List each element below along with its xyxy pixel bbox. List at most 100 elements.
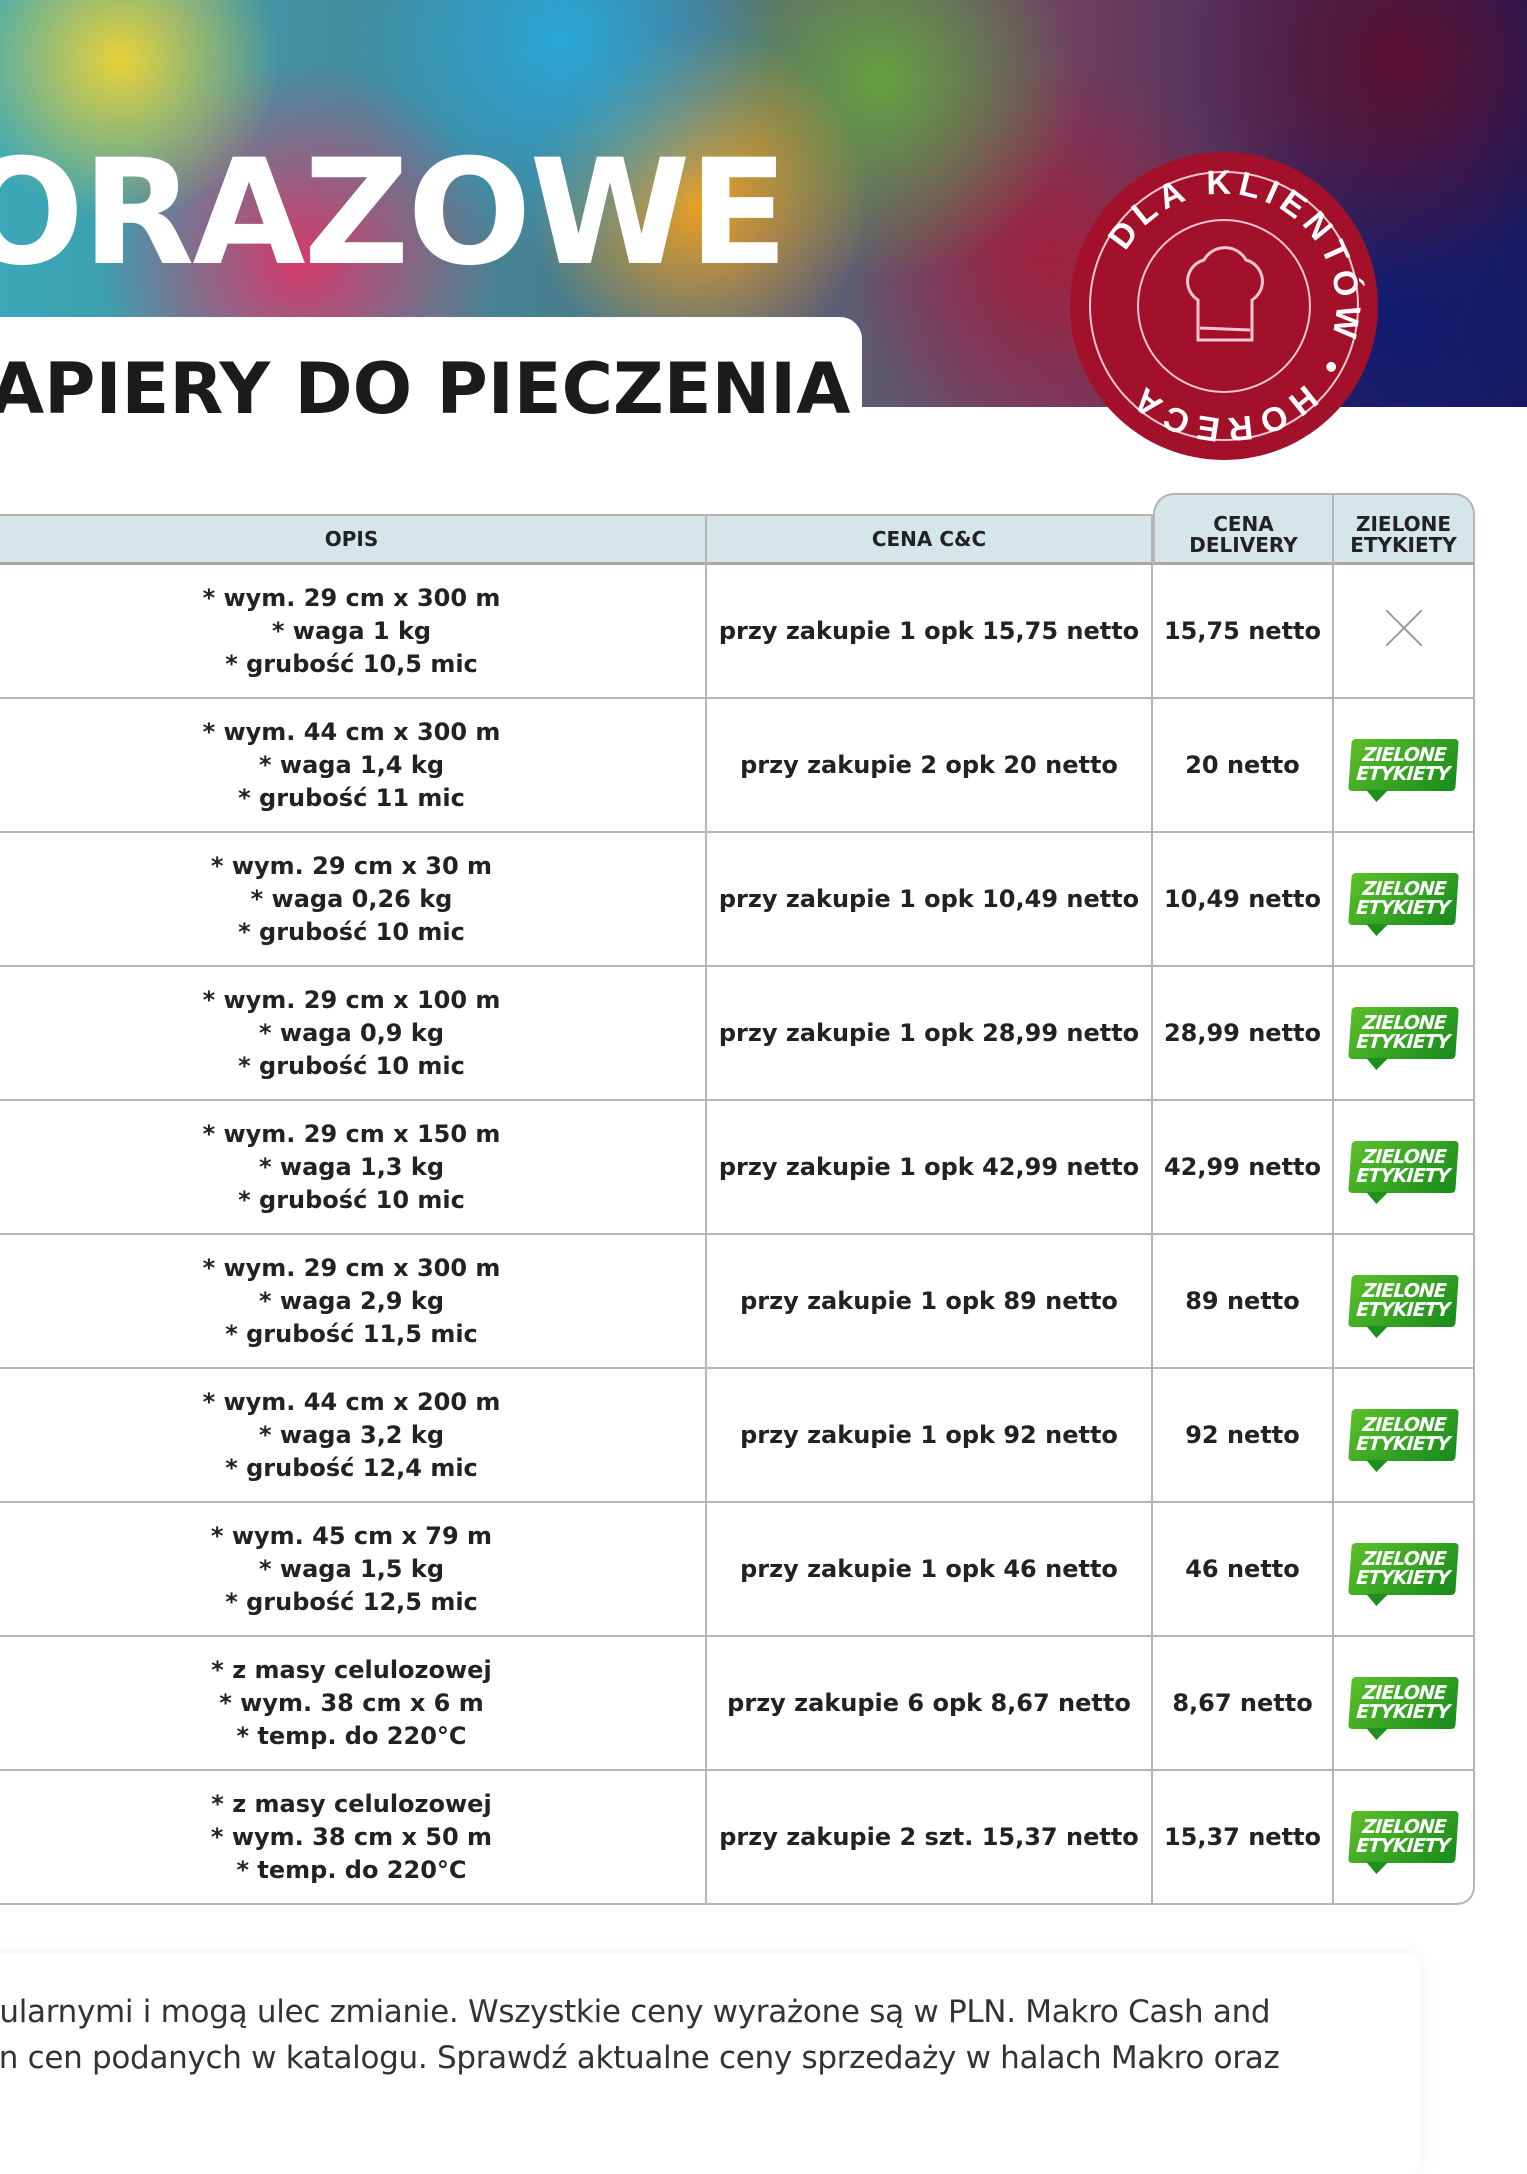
opis-line: * grubość 12,5 mic xyxy=(225,1587,478,1616)
horeca-badge-logo: DLA KLIENTÓW • HORECA xyxy=(1070,152,1378,460)
opis-line: * wym. 38 cm x 50 m xyxy=(210,1822,493,1851)
cena-cc-cell: przy zakupie 2 opk 20 netto xyxy=(707,699,1153,833)
column-header-opis: OPIS xyxy=(0,514,707,565)
footer-disclaimer: gularnymi i mogą ulec zmianie. Wszystkie… xyxy=(0,1954,1420,2174)
opis-line: * grubość 10 mic xyxy=(238,1051,465,1080)
opis-line: * wym. 29 cm x 300 m xyxy=(202,583,501,612)
opis-line: * temp. do 220°C xyxy=(236,1855,467,1884)
opis-line: * grubość 11,5 mic xyxy=(225,1319,478,1348)
cena-delivery-cell: 15,75 netto xyxy=(1153,565,1334,699)
cena-cc-cell: przy zakupie 6 opk 8,67 netto xyxy=(707,1637,1153,1771)
cena-delivery-cell: 20 netto xyxy=(1153,699,1334,833)
table-row: * wym. 29 cm x 150 m * waga 1,3 kg * grubo… xyxy=(0,1101,1475,1235)
column-header-cena-delivery: CENA DELIVERY xyxy=(1153,514,1334,565)
opis-line: * wym. 44 cm x 300 m xyxy=(202,717,501,746)
zielone-etykiety-label-icon: ZIELONE ETYKIETY xyxy=(1348,873,1459,925)
column-header-cena-cc: CENA C&C xyxy=(707,514,1153,565)
opis-line: * waga 1,5 kg xyxy=(258,1554,444,1583)
zielone-etykiety-label-icon: ZIELONE ETYKIETY xyxy=(1348,1007,1459,1059)
zielone-etykiety-cell: ZIELONE ETYKIETY xyxy=(1334,1235,1475,1369)
table-row: * wym. 29 cm x 300 m * waga 1 kg * grubość… xyxy=(0,565,1475,699)
opis-cell: * wym. 44 cm x 300 m * waga 1,4 kg * grubo… xyxy=(0,699,707,833)
page-title: ORAZOWE xyxy=(0,128,788,298)
cena-cc-cell: przy zakupie 1 opk 10,49 netto xyxy=(707,833,1153,967)
opis-line: * wym. 29 cm x 30 m xyxy=(210,851,493,880)
zielone-etykiety-cell: ZIELONE ETYKIETY xyxy=(1334,1369,1475,1503)
opis-line: * wym. 29 cm x 100 m xyxy=(202,985,501,1014)
opis-line: * wym. 45 cm x 79 m xyxy=(210,1521,493,1550)
table-row: * wym. 29 cm x 300 m * waga 2,9 kg * grubo… xyxy=(0,1235,1475,1369)
zielone-etykiety-label-icon: ZIELONE ETYKIETY xyxy=(1348,1409,1459,1461)
zielone-etykiety-cell: ZIELONE ETYKIETY xyxy=(1334,1771,1475,1905)
opis-line: * waga 1 kg xyxy=(271,616,432,645)
chef-hat-icon xyxy=(1186,246,1264,342)
opis-line: * waga 0,26 kg xyxy=(250,884,453,913)
table-row: * wym. 44 cm x 200 m * waga 3,2 kg * grubo… xyxy=(0,1369,1475,1503)
cena-delivery-cell: 8,67 netto xyxy=(1153,1637,1334,1771)
zielone-etykiety-label-icon: ZIELONE ETYKIETY xyxy=(1348,1275,1459,1327)
subtitle-tab xyxy=(0,317,862,457)
table-row: * z masy celulozowej * wym. 38 cm x 50 m *… xyxy=(0,1771,1475,1905)
cena-delivery-cell: 46 netto xyxy=(1153,1503,1334,1637)
opis-line: * grubość 12,4 mic xyxy=(225,1453,478,1482)
opis-line: * waga 0,9 kg xyxy=(258,1018,444,1047)
disclaimer-line: gularnymi i mogą ulec zmianie. Wszystkie… xyxy=(0,1994,1271,2030)
cena-cc-cell: przy zakupie 1 opk 42,99 netto xyxy=(707,1101,1153,1235)
cena-delivery-cell: 15,37 netto xyxy=(1153,1771,1334,1905)
cena-cc-cell: przy zakupie 1 opk 46 netto xyxy=(707,1503,1153,1637)
zielone-etykiety-cell: ZIELONE ETYKIETY xyxy=(1334,833,1475,967)
zielone-etykiety-label-icon: ZIELONE ETYKIETY xyxy=(1348,1543,1459,1595)
table-row: * z masy celulozowej * wym. 38 cm x 6 m * … xyxy=(0,1637,1475,1771)
zielone-etykiety-label-icon: ZIELONE ETYKIETY xyxy=(1348,1811,1459,1863)
opis-line: * temp. do 220°C xyxy=(236,1721,467,1750)
zielone-etykiety-cell: ZIELONE ETYKIETY xyxy=(1334,967,1475,1101)
column-header-zielone-etykiety: ZIELONE ETYKIETY xyxy=(1334,514,1475,565)
cena-delivery-cell: 28,99 netto xyxy=(1153,967,1334,1101)
opis-line: * waga 1,3 kg xyxy=(258,1152,444,1181)
opis-cell: * z masy celulozowej * wym. 38 cm x 50 m *… xyxy=(0,1771,707,1905)
table-row: * wym. 44 cm x 300 m * waga 1,4 kg * grubo… xyxy=(0,699,1475,833)
cena-delivery-cell: 92 netto xyxy=(1153,1369,1334,1503)
opis-cell: * wym. 45 cm x 79 m * waga 1,5 kg * gruboś… xyxy=(0,1503,707,1637)
opis-line: * waga 3,2 kg xyxy=(258,1420,444,1449)
cena-delivery-cell: 89 netto xyxy=(1153,1235,1334,1369)
opis-line: * wym. 38 cm x 6 m xyxy=(219,1688,484,1717)
opis-cell: * wym. 29 cm x 100 m * waga 0,9 kg * grubo… xyxy=(0,967,707,1101)
zielone-etykiety-cell: ZIELONE ETYKIETY xyxy=(1334,1503,1475,1637)
opis-line: * grubość 10 mic xyxy=(238,917,465,946)
opis-line: * grubość 10 mic xyxy=(238,1185,465,1214)
opis-line: * grubość 11 mic xyxy=(238,783,465,812)
cena-cc-cell: przy zakupie 1 opk 92 netto xyxy=(707,1369,1153,1503)
table-row: * wym. 29 cm x 100 m * waga 0,9 kg * grubo… xyxy=(0,967,1475,1101)
cena-cc-cell: przy zakupie 1 opk 28,99 netto xyxy=(707,967,1153,1101)
zielone-etykiety-cell: ZIELONE ETYKIETY xyxy=(1334,699,1475,833)
opis-line: * grubość 10,5 mic xyxy=(225,649,478,678)
zielone-etykiety-label-icon: ZIELONE ETYKIETY xyxy=(1348,1677,1459,1729)
zielone-etykiety-cell: ZIELONE ETYKIETY xyxy=(1334,1637,1475,1771)
zielone-etykiety-label-icon: ZIELONE ETYKIETY xyxy=(1348,739,1459,791)
cena-cc-cell: przy zakupie 1 opk 15,75 netto xyxy=(707,565,1153,699)
cena-delivery-cell: 10,49 netto xyxy=(1153,833,1334,967)
x-icon xyxy=(1386,610,1422,646)
opis-cell: * wym. 44 cm x 200 m * waga 3,2 kg * grubo… xyxy=(0,1369,707,1503)
table-row: * wym. 45 cm x 79 m * waga 1,5 kg * gruboś… xyxy=(0,1503,1475,1637)
opis-cell: * wym. 29 cm x 300 m * waga 2,9 kg * grubo… xyxy=(0,1235,707,1369)
disclaimer-line: an cen podanych w katalogu. Sprawdź aktu… xyxy=(0,2040,1280,2076)
opis-line: * waga 1,4 kg xyxy=(258,750,444,779)
price-table: OPIS CENA C&C CENA DELIVERY ZIELONE ETYK… xyxy=(0,493,1475,1905)
opis-line: * waga 2,9 kg xyxy=(258,1286,444,1315)
opis-cell: * wym. 29 cm x 150 m * waga 1,3 kg * grubo… xyxy=(0,1101,707,1235)
cena-cc-cell: przy zakupie 2 szt. 15,37 netto xyxy=(707,1771,1153,1905)
cena-delivery-cell: 42,99 netto xyxy=(1153,1101,1334,1235)
zielone-etykiety-cell xyxy=(1334,565,1475,699)
cena-cc-cell: przy zakupie 1 opk 89 netto xyxy=(707,1235,1153,1369)
zielone-etykiety-cell: ZIELONE ETYKIETY xyxy=(1334,1101,1475,1235)
opis-line: * wym. 44 cm x 200 m xyxy=(202,1387,501,1416)
opis-line: * z masy celulozowej xyxy=(211,1655,492,1684)
opis-cell: * z masy celulozowej * wym. 38 cm x 6 m * … xyxy=(0,1637,707,1771)
zielone-etykiety-label-icon: ZIELONE ETYKIETY xyxy=(1348,1141,1459,1193)
table-row: * wym. 29 cm x 30 m * waga 0,26 kg * grubo… xyxy=(0,833,1475,967)
opis-cell: * wym. 29 cm x 30 m * waga 0,26 kg * grubo… xyxy=(0,833,707,967)
opis-line: * wym. 29 cm x 150 m xyxy=(202,1119,501,1148)
section-subtitle: APIERY DO PIECZENIA xyxy=(0,348,851,430)
